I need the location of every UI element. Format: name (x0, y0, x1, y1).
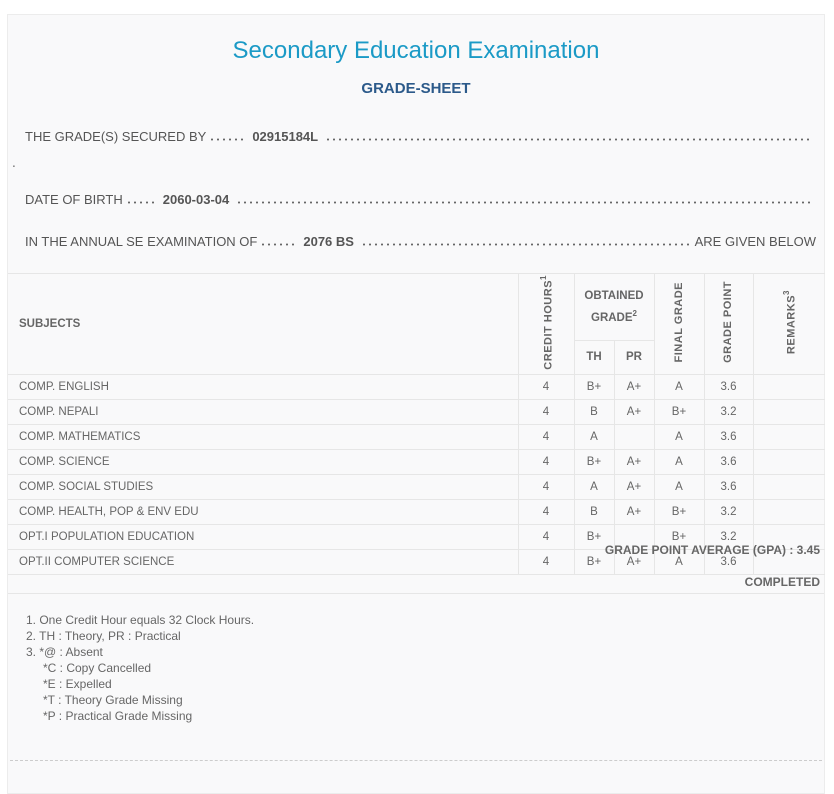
cell-th: B+ (573, 373, 615, 400)
cell-credit: 4 (517, 473, 575, 500)
cell-subject: OPT.II COMPUTER SCIENCE (8, 548, 519, 575)
cell-pr (613, 423, 655, 450)
result-status: COMPLETED (744, 575, 820, 589)
cell-pr: A+ (613, 373, 655, 400)
secured-by-line: THE GRADE(S) SECURED BY 02915184L (25, 129, 816, 144)
cell-pr: A+ (613, 398, 655, 425)
table-row: COMP. SCIENCE 4 B+ A+ A 3.6 (8, 448, 825, 475)
header-remarks: REMARKS3 (752, 273, 825, 375)
notes: 1. One Credit Hour equals 32 Clock Hours… (8, 593, 824, 763)
cell-subject: COMP. NEPALI (8, 398, 519, 425)
table-row: OPT.I POPULATION EDUCATION 4 B+ B+ 3.2 (8, 523, 825, 550)
header-grade-point: GRADE POINT (703, 273, 754, 375)
cell-remarks (752, 373, 825, 400)
exam-label: IN THE ANNUAL SE EXAMINATION OF (25, 234, 258, 249)
exam-year: 2076 BS (303, 234, 354, 249)
cell-final: B+ (653, 398, 705, 425)
cell-th: B+ (573, 448, 615, 475)
cell-point: 3.2 (703, 398, 754, 425)
cell-th: B (573, 398, 615, 425)
cell-pr: A+ (613, 473, 655, 500)
cell-pr: A+ (613, 548, 655, 575)
cell-subject: COMP. MATHEMATICS (8, 423, 519, 450)
table-row: OPT.II COMPUTER SCIENCE 4 B+ A+ A 3.6 (8, 548, 825, 575)
cell-remarks (752, 398, 825, 425)
cell-remarks (752, 423, 825, 450)
header-final-grade: FINAL GRADE (653, 273, 705, 375)
cell-subject: COMP. HEALTH, POP & ENV EDU (8, 498, 519, 525)
note-item: 2. TH : Theory, PR : Practical (26, 629, 181, 643)
dob-value: 2060-03-04 (162, 192, 230, 207)
cell-final: A (653, 473, 705, 500)
cell-remarks (752, 448, 825, 475)
table-row: COMP. NEPALI 4 B A+ B+ 3.2 (8, 398, 825, 425)
page-subtitle: GRADE-SHEET (361, 80, 471, 97)
cell-subject: OPT.I POPULATION EDUCATION (8, 523, 519, 550)
cell-credit: 4 (517, 373, 575, 400)
secured-by-label: THE GRADE(S) SECURED BY (25, 129, 207, 144)
cell-pr: A+ (613, 448, 655, 475)
cell-point: 3.6 (703, 423, 754, 450)
symbol-number: 02915184L (252, 129, 319, 144)
table-row: COMP. ENGLISH 4 B+ A+ A 3.6 (8, 373, 825, 400)
header-th: TH (573, 340, 615, 375)
cell-point: 3.6 (703, 473, 754, 500)
table-row: COMP. HEALTH, POP & ENV EDU 4 B A+ B+ 3.2 (8, 498, 825, 525)
cell-th: A (573, 423, 615, 450)
cell-final: A (653, 448, 705, 475)
cell-remarks (752, 548, 825, 575)
note-item: *P : Practical Grade Missing (43, 709, 193, 723)
table-row: COMP. SOCIAL STUDIES 4 A A+ A 3.6 (8, 473, 825, 500)
cell-th: A (573, 473, 615, 500)
exam-suffix: ARE GIVEN BELOW (694, 234, 816, 249)
cell-credit: 4 (517, 448, 575, 475)
header-obtained-grade: OBTAINED GRADE2 (573, 272, 655, 342)
cell-subject: COMP. SOCIAL STUDIES (8, 473, 519, 500)
cell-credit: 4 (517, 423, 575, 450)
cell-pr: A+ (613, 498, 655, 525)
cell-point: 3.6 (703, 448, 754, 475)
cell-credit: 4 (517, 498, 575, 525)
cell-point: 3.2 (703, 498, 754, 525)
cell-th: B (573, 498, 615, 525)
cell-point: 3.6 (703, 373, 754, 400)
header-credit-hours: CREDIT HOURS1 (517, 273, 575, 375)
page-title: Secondary Education Examination (232, 37, 600, 64)
cell-final: A (653, 423, 705, 450)
note-item: *T : Theory Grade Missing (43, 693, 183, 707)
exam-line: IN THE ANNUAL SE EXAMINATION OF 2076 BS … (25, 234, 816, 249)
table-row: COMP. MATHEMATICS 4 A A 3.6 (8, 423, 825, 450)
cell-pr (613, 523, 655, 550)
gpa: GRADE POINT AVERAGE (GPA) : 3.45 (604, 543, 820, 557)
note-item: 3. *@ : Absent (26, 645, 103, 659)
dob-label: DATE OF BIRTH (25, 192, 123, 207)
cell-final: B+ (653, 498, 705, 525)
note-item: 1. One Credit Hour equals 32 Clock Hours… (26, 613, 255, 627)
cell-final: A (653, 373, 705, 400)
grade-sheet: Secondary Education Examination GRADE-SH… (7, 14, 825, 794)
cell-remarks (752, 498, 825, 525)
cell-credit: 4 (517, 548, 575, 575)
note-item: *C : Copy Cancelled (43, 661, 152, 675)
divider (10, 760, 822, 761)
header-pr: PR (613, 340, 655, 375)
cell-remarks (752, 473, 825, 500)
cell-credit: 4 (517, 398, 575, 425)
cell-subject: COMP. ENGLISH (8, 373, 519, 400)
cell-point: 3.2 (703, 523, 754, 550)
grades-table: SUBJECTS CREDIT HOURS1 OBTAINED GRADE2 F… (8, 272, 825, 575)
cell-subject: COMP. SCIENCE (8, 448, 519, 475)
note-item: *E : Expelled (43, 677, 112, 691)
header-subjects: SUBJECTS (8, 273, 519, 375)
dob-line: DATE OF BIRTH 2060-03-04 (25, 192, 816, 207)
